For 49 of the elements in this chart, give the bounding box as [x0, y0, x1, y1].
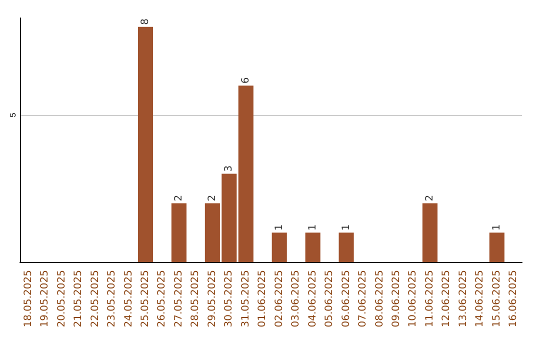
data-label: 2 [424, 194, 436, 202]
bar [305, 232, 320, 262]
bar [238, 86, 254, 262]
bar [272, 232, 287, 262]
x-tick-label: 11.06.2025 [424, 270, 436, 328]
data-label: 8 [140, 18, 151, 25]
x-tick-label: 18.05.2025 [22, 270, 34, 328]
x-tick-label: 31.05.2025 [240, 270, 252, 328]
x-tick-label: 20.05.2025 [56, 270, 68, 328]
data-label: 1 [491, 224, 502, 231]
x-tick-label: 13.06.2025 [458, 270, 469, 328]
x-tick-label: 21.05.2025 [73, 270, 84, 328]
data-label: 3 [224, 165, 235, 172]
y-tick-label: 5 [8, 112, 18, 118]
data-label: 1 [340, 224, 352, 231]
x-tick-label: 05.06.2025 [324, 270, 336, 328]
bar [489, 232, 504, 262]
x-tick-label: 10.06.2025 [408, 270, 419, 328]
x-tick-label: 16.06.2025 [508, 270, 520, 328]
x-tick-label: 22.05.2025 [90, 270, 101, 328]
x-tick-label: 25.05.2025 [140, 270, 151, 328]
x-tick-label: 04.06.2025 [307, 270, 318, 328]
x-tick-label: 12.06.2025 [441, 270, 452, 328]
x-tick-label: 14.06.2025 [474, 270, 486, 328]
data-label: 2 [173, 194, 184, 202]
data-label: 1 [307, 224, 318, 231]
x-tick-label: 27.05.2025 [173, 270, 184, 328]
x-tick-label: 28.05.2025 [190, 270, 202, 328]
x-tick-label: 03.06.2025 [290, 270, 302, 328]
bar [338, 232, 354, 262]
x-tick-label: 01.06.2025 [257, 270, 268, 328]
x-tick-label: 29.05.2025 [206, 270, 218, 328]
data-label: 2 [206, 194, 218, 202]
bar [138, 26, 154, 262]
x-tick-label: 19.05.2025 [40, 270, 51, 328]
x-tick-label: 08.06.2025 [374, 270, 386, 328]
x-tick-label: 07.06.2025 [358, 270, 369, 328]
bar [171, 203, 186, 262]
data-label: 1 [274, 224, 285, 231]
x-tick-label: 24.05.2025 [123, 270, 134, 328]
x-tick-label: 30.05.2025 [224, 270, 235, 328]
bar [422, 203, 438, 262]
x-tick-label: 02.06.2025 [274, 270, 285, 328]
x-tick-label: 15.06.2025 [491, 270, 502, 328]
x-tick-label: 09.06.2025 [391, 270, 402, 328]
data-label: 6 [240, 77, 252, 84]
x-tick-label: 26.05.2025 [156, 270, 168, 328]
x-tick-label: 06.06.2025 [340, 270, 352, 328]
x-tick-label: 23.05.2025 [106, 270, 118, 328]
